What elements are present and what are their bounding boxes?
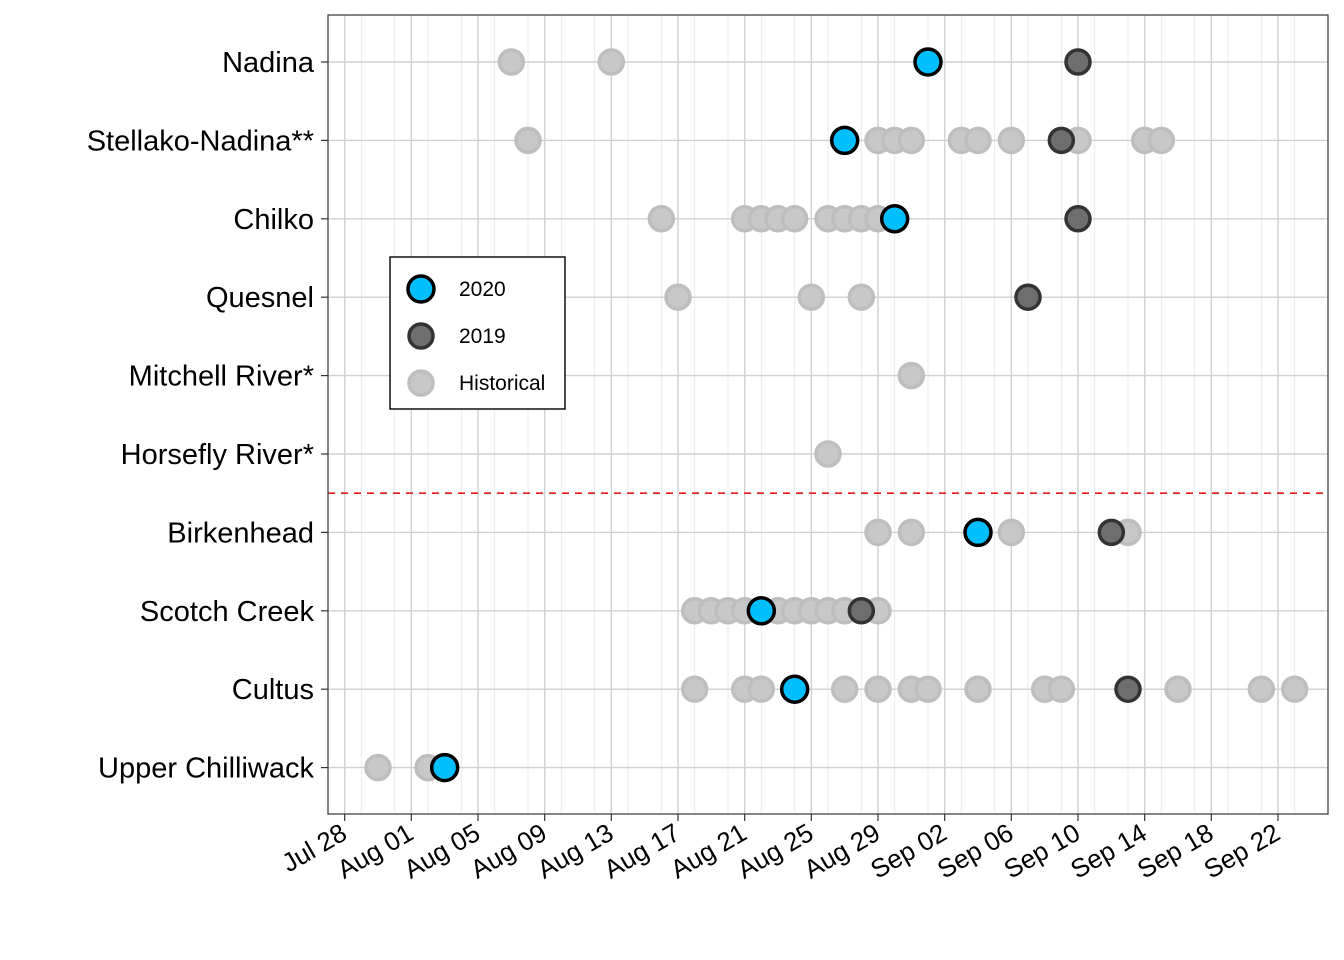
legend-label: 2020 <box>459 278 506 301</box>
historical-point <box>1280 675 1309 703</box>
historical-point <box>780 205 809 233</box>
y-tick-label: Cultus <box>232 674 314 706</box>
2019-point <box>847 597 876 625</box>
2020-point <box>879 204 910 234</box>
historical-point <box>680 675 709 703</box>
historical-point <box>664 283 692 311</box>
historical-point <box>497 48 526 76</box>
legend-key-historical <box>407 369 435 397</box>
historical-point <box>897 518 926 547</box>
y-axis-ticks: Nadina Stellako-Nadina** Chilko Quesnel Mitc… <box>87 47 328 785</box>
panel-border <box>327 14 1329 815</box>
historical-point <box>747 675 776 703</box>
x-tick-label: Aug 05 <box>399 817 485 884</box>
historical-point <box>814 440 842 468</box>
y-tick-label: Chilko <box>233 204 314 236</box>
historical-point <box>964 126 992 155</box>
legend-label: 2019 <box>459 325 506 348</box>
y-tick-label: Upper Chilliwack <box>98 753 314 785</box>
historical-point <box>1164 675 1192 703</box>
historical-point <box>997 518 1026 547</box>
2019-point <box>1064 48 1092 76</box>
historical-point <box>1147 126 1176 155</box>
historical-point <box>364 753 392 782</box>
x-tick-label: Aug 21 <box>665 817 751 884</box>
2019-point <box>1114 675 1142 703</box>
historical-point <box>847 283 876 311</box>
data-points <box>364 47 1309 783</box>
x-tick-label: Sep 10 <box>999 817 1085 884</box>
2019-point <box>1064 205 1092 233</box>
historical-point <box>864 675 892 703</box>
legend-label: Historical <box>459 372 545 395</box>
x-tick-label: Aug 01 <box>332 817 418 884</box>
2020-point <box>746 596 777 626</box>
2020-point <box>829 125 860 156</box>
historical-point <box>647 205 676 233</box>
historical-point <box>897 126 926 155</box>
y-tick-label: Nadina <box>222 47 315 79</box>
x-tick-label: Aug 09 <box>465 817 551 884</box>
legend-key-2020 <box>406 274 436 304</box>
2020-point <box>779 674 810 704</box>
historical-point <box>597 48 626 76</box>
historical-point <box>897 361 926 390</box>
y-tick-label: Quesnel <box>206 282 314 314</box>
legend-key-2019 <box>407 322 435 350</box>
y-tick-label: Birkenhead <box>167 517 314 549</box>
historical-point <box>1247 675 1276 703</box>
historical-point <box>997 126 1026 155</box>
2020-point <box>429 752 460 783</box>
historical-point <box>514 126 542 155</box>
y-tick-label: Stellako-Nadina** <box>87 125 314 157</box>
historical-point <box>830 675 859 703</box>
y-tick-label: Mitchell River* <box>129 361 314 393</box>
2019-point <box>1014 283 1042 311</box>
2020-point <box>913 47 943 77</box>
historical-point <box>797 283 826 311</box>
historical-point <box>964 675 992 703</box>
x-tick-label: Sep 14 <box>1065 817 1151 884</box>
historical-point <box>864 518 892 547</box>
x-tick-label: Aug 17 <box>599 817 685 884</box>
x-tick-label: Sep 02 <box>865 817 951 884</box>
y-tick-label: Scotch Creek <box>140 596 315 628</box>
x-tick-label: Aug 25 <box>732 817 818 884</box>
x-tick-label: Sep 22 <box>1199 817 1285 884</box>
legend: 2020 2019 Historical <box>389 256 566 410</box>
historical-point <box>1047 675 1076 703</box>
2020-point <box>963 517 993 548</box>
x-tick-label: Sep 06 <box>932 817 1018 884</box>
2019-point <box>1047 126 1076 155</box>
x-tick-label: Aug 29 <box>799 817 885 884</box>
x-tick-label: Sep 18 <box>1132 817 1218 884</box>
2019-point <box>1097 518 1126 547</box>
y-tick-label: Horsefly River* <box>121 439 314 471</box>
x-tick-label: Aug 13 <box>532 817 618 884</box>
historical-point <box>914 675 942 703</box>
